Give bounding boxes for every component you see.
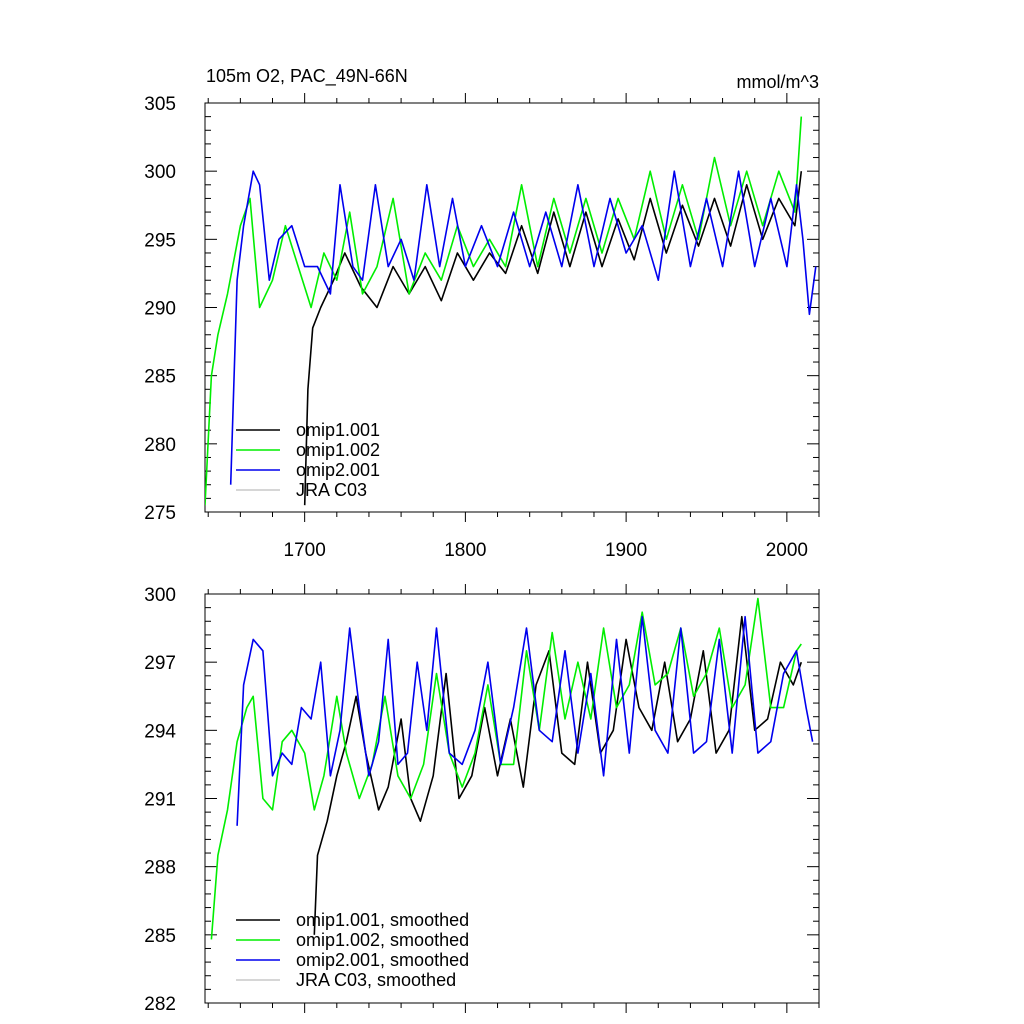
top-panel: 1700 1800 1900 2000 275 280 285 290 295 300 305 omi… — [144, 93, 820, 561]
legend-label: JRA C03, smoothed — [296, 970, 456, 990]
y-tick-label: 282 — [144, 994, 176, 1015]
series-group — [210, 597, 814, 940]
series-line-0 — [313, 615, 803, 935]
bottom-panel: 282 285 288 291 294 297 300 omip1.001, smoothed… — [144, 584, 820, 1015]
legend-label: omip1.002 — [296, 440, 380, 460]
legend-label: omip1.001, smoothed — [296, 910, 469, 930]
legend-label: JRA C03 — [296, 480, 367, 500]
x-tick-label: 1800 — [444, 540, 486, 561]
x-tick-label: 1900 — [605, 540, 647, 561]
legend-label: omip2.001, smoothed — [296, 950, 469, 970]
y-tick-label: 294 — [144, 721, 176, 742]
y-tick-label: 275 — [144, 503, 176, 524]
y-tick-label: 285 — [144, 926, 176, 947]
y-tick-label: 300 — [144, 162, 176, 183]
units-label: mmol/m^3 — [737, 72, 819, 92]
y-tick-label: 300 — [144, 585, 176, 606]
series-line-0 — [303, 171, 803, 506]
series-line-1 — [205, 116, 803, 506]
y-tick-label: 280 — [144, 435, 176, 456]
x-tick-label: 1700 — [284, 540, 326, 561]
y-tick-label: 285 — [144, 367, 176, 388]
x-tick-label: 2000 — [766, 540, 808, 561]
y-tick-label: 297 — [144, 653, 176, 674]
series-line-1 — [210, 597, 802, 940]
y-tick-label: 295 — [144, 230, 176, 251]
legend-label: omip1.002, smoothed — [296, 930, 469, 950]
series-line-2 — [236, 615, 814, 826]
y-tick-label: 288 — [144, 858, 176, 879]
legend-label: omip1.001 — [296, 420, 380, 440]
figure-title: 105m O2, PAC_49N-66N — [206, 66, 408, 87]
series-line-2 — [229, 170, 817, 485]
y-tick-label: 290 — [144, 299, 176, 320]
legend-label: omip2.001 — [296, 460, 380, 480]
y-tick-label: 291 — [144, 790, 176, 811]
y-tick-label: 305 — [144, 94, 176, 115]
series-group — [205, 116, 817, 506]
